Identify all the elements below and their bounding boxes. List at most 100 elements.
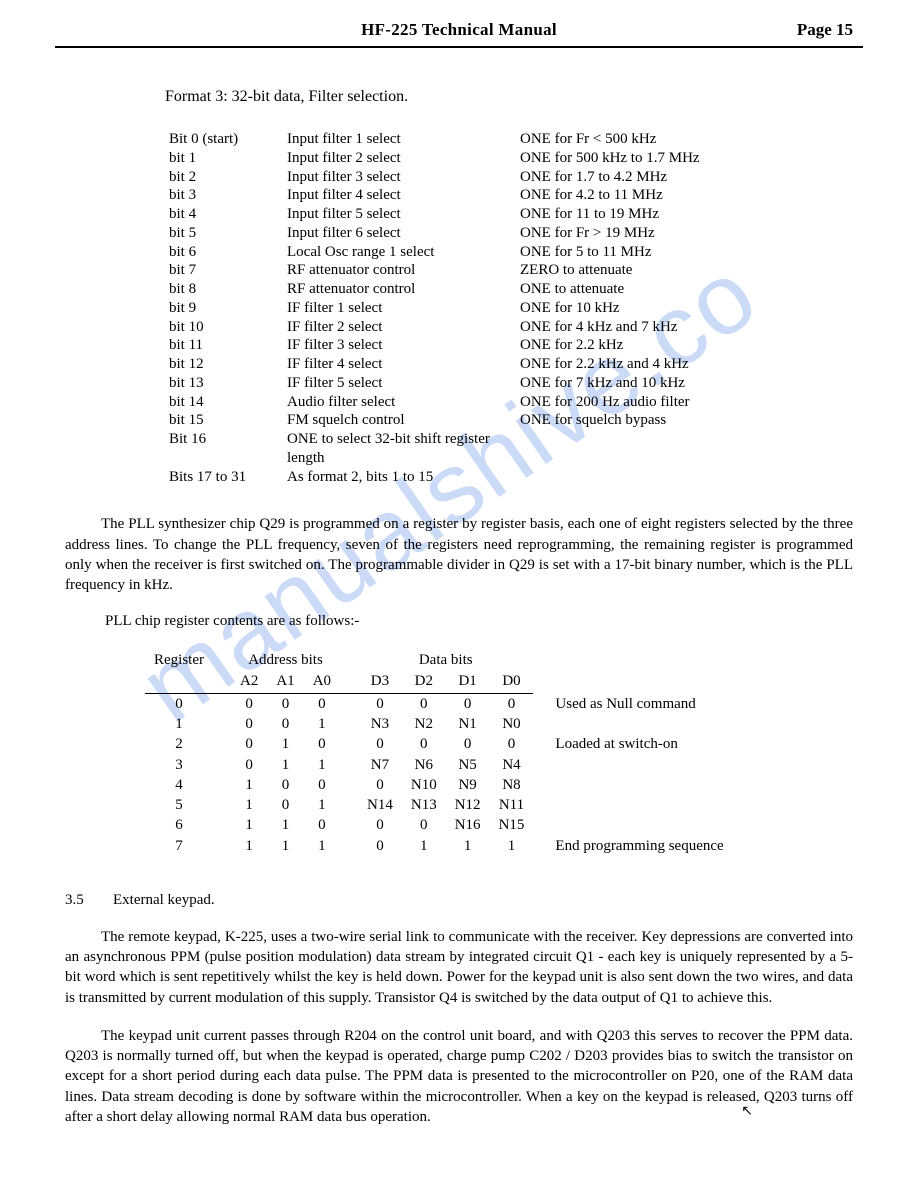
register-table: Register Address bits Data bits A2 A1 A0 xyxy=(145,650,733,856)
reg-note: Loaded at switch-on xyxy=(533,734,732,754)
bit-row: bit 4Input filter 5 selectONE for 11 to … xyxy=(165,205,784,224)
section-3-5: 3.5 External keypad. xyxy=(65,892,863,909)
bit-row: bit 7RF attenuator controlZERO to attenu… xyxy=(165,261,784,280)
bit-cond xyxy=(516,430,784,468)
bit-row: Bits 17 to 31As format 2, bits 1 to 15 xyxy=(165,468,784,487)
bit-id: Bit 16 xyxy=(165,430,283,468)
bit-desc: Input filter 3 select xyxy=(283,168,516,187)
reg-d2: 0 xyxy=(446,693,490,714)
keypad-paragraph-1: The remote keypad, K-225, uses a two-wir… xyxy=(65,927,853,1008)
spacer xyxy=(340,755,358,775)
reg-index: 0 xyxy=(145,693,213,714)
reg-a2: 1 xyxy=(304,714,340,734)
bit-cond: ONE for 2.2 kHz and 4 kHz xyxy=(516,355,784,374)
col-data-bits: Data bits xyxy=(358,650,533,670)
bit-definition-table: Bit 0 (start)Input filter 1 selectONE fo… xyxy=(165,130,784,486)
reg-d2: 1 xyxy=(446,836,490,856)
col-a2: A2 xyxy=(231,671,267,694)
register-row: 20100000Loaded at switch-on xyxy=(145,734,733,754)
reg-d1: 1 xyxy=(402,836,446,856)
register-row: 3011N7N6N5N4 xyxy=(145,755,733,775)
reg-a0: 1 xyxy=(231,836,267,856)
register-row: 41000N10N9N8 xyxy=(145,775,733,795)
bit-id: Bits 17 to 31 xyxy=(165,468,283,487)
reg-a1: 1 xyxy=(267,836,303,856)
bit-desc: Input filter 5 select xyxy=(283,205,516,224)
bit-desc: Input filter 6 select xyxy=(283,224,516,243)
bit-id: Bit 0 (start) xyxy=(165,130,283,149)
spacer xyxy=(340,795,358,815)
reg-d1: N2 xyxy=(402,714,446,734)
reg-d0: N14 xyxy=(358,795,402,815)
bit-desc: RF attenuator control xyxy=(283,280,516,299)
reg-d2: N12 xyxy=(446,795,490,815)
register-row: 611000N16N15 xyxy=(145,815,733,835)
keypad-paragraph-2: The keypad unit current passes through R… xyxy=(65,1026,853,1127)
bit-id: bit 9 xyxy=(165,299,283,318)
reg-index: 5 xyxy=(145,795,213,815)
spacer xyxy=(213,836,231,856)
bit-id: bit 5 xyxy=(165,224,283,243)
register-row: 00000000Used as Null command xyxy=(145,693,733,714)
bit-row: Bit 0 (start)Input filter 1 selectONE fo… xyxy=(165,130,784,149)
bit-row: bit 3Input filter 4 selectONE for 4.2 to… xyxy=(165,186,784,205)
reg-d2: N5 xyxy=(446,755,490,775)
spacer xyxy=(340,815,358,835)
bit-row: bit 12IF filter 4 selectONE for 2.2 kHz … xyxy=(165,355,784,374)
reg-a0: 0 xyxy=(231,693,267,714)
spacer xyxy=(213,693,231,714)
register-row: 71110111End programming sequence xyxy=(145,836,733,856)
bit-desc: IF filter 5 select xyxy=(283,374,516,393)
register-row: 1001N3N2N1N0 xyxy=(145,714,733,734)
reg-a1: 0 xyxy=(267,714,303,734)
format3-title: Format 3: 32-bit data, Filter selection. xyxy=(165,88,863,106)
reg-a0: 1 xyxy=(231,815,267,835)
reg-a2: 0 xyxy=(304,693,340,714)
page-number: Page 15 xyxy=(653,20,853,40)
reg-a2: 1 xyxy=(304,795,340,815)
reg-a1: 1 xyxy=(267,815,303,835)
reg-note: End programming sequence xyxy=(533,836,732,856)
bit-desc: ONE to select 32-bit shift register leng… xyxy=(283,430,516,468)
reg-a2: 0 xyxy=(304,734,340,754)
bit-id: bit 13 xyxy=(165,374,283,393)
bit-row: bit 6Local Osc range 1 selectONE for 5 t… xyxy=(165,243,784,262)
reg-d1: N10 xyxy=(402,775,446,795)
reg-a0: 0 xyxy=(231,755,267,775)
bit-row: bit 5Input filter 6 selectONE for Fr > 1… xyxy=(165,224,784,243)
bit-desc: As format 2, bits 1 to 15 xyxy=(283,468,516,487)
reg-a1: 1 xyxy=(267,734,303,754)
pll-paragraph-1: The PLL synthesizer chip Q29 is programm… xyxy=(65,514,853,595)
bit-row: bit 13IF filter 5 selectONE for 7 kHz an… xyxy=(165,374,784,393)
bit-desc: IF filter 2 select xyxy=(283,318,516,337)
bit-id: bit 11 xyxy=(165,336,283,355)
reg-index: 3 xyxy=(145,755,213,775)
reg-index: 4 xyxy=(145,775,213,795)
reg-d1: 0 xyxy=(402,693,446,714)
reg-d0: 0 xyxy=(358,815,402,835)
bit-cond: ONE for 5 to 11 MHz xyxy=(516,243,784,262)
bit-row: bit 10IF filter 2 selectONE for 4 kHz an… xyxy=(165,318,784,337)
reg-a0: 1 xyxy=(231,775,267,795)
reg-a0: 0 xyxy=(231,734,267,754)
bit-row: Bit 16ONE to select 32-bit shift registe… xyxy=(165,430,784,468)
bit-cond: ONE for 2.2 kHz xyxy=(516,336,784,355)
reg-index: 7 xyxy=(145,836,213,856)
bit-id: bit 1 xyxy=(165,149,283,168)
reg-note xyxy=(533,714,732,734)
bit-cond xyxy=(516,468,784,487)
reg-d1: 0 xyxy=(402,734,446,754)
spacer xyxy=(340,734,358,754)
reg-a0: 1 xyxy=(231,795,267,815)
spacer xyxy=(213,775,231,795)
spacer xyxy=(340,836,358,856)
spacer xyxy=(213,815,231,835)
bit-row: bit 9IF filter 1 selectONE for 10 kHz xyxy=(165,299,784,318)
bit-desc: Local Osc range 1 select xyxy=(283,243,516,262)
reg-d0: 0 xyxy=(358,775,402,795)
reg-d0: 0 xyxy=(358,836,402,856)
reg-d3: N11 xyxy=(490,795,534,815)
bit-id: bit 8 xyxy=(165,280,283,299)
col-d0: D0 xyxy=(490,671,534,694)
section-number: 3.5 xyxy=(65,892,113,909)
